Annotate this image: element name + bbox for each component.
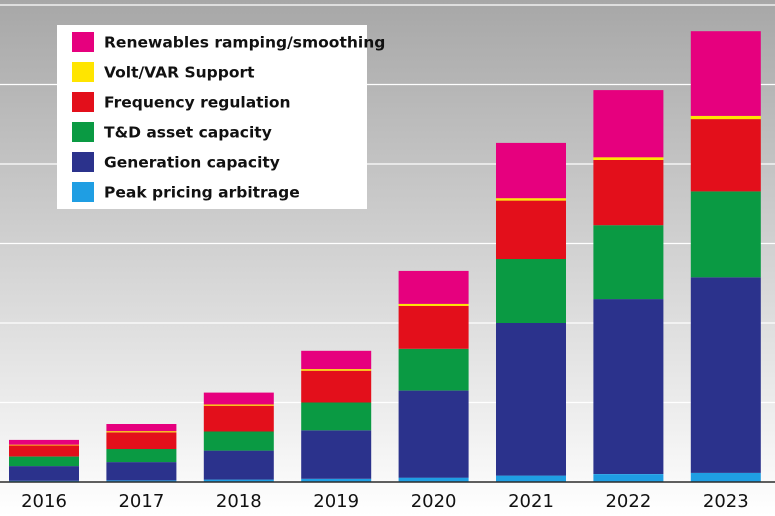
bar-segment — [203, 450, 274, 480]
x-tick-label: 2018 — [216, 491, 262, 512]
bar-segment — [301, 370, 372, 403]
x-tick-label: 2016 — [21, 491, 67, 512]
bar-segment — [398, 303, 469, 306]
bar-segment — [9, 445, 79, 457]
bar-segment — [301, 430, 372, 479]
bar-segment — [398, 390, 469, 478]
bar-segment — [9, 456, 79, 467]
x-tick-label: 2022 — [605, 491, 651, 512]
legend-swatch — [72, 92, 94, 112]
bar-segment — [593, 90, 664, 158]
bar-segment — [593, 474, 664, 483]
x-tick-label: 2020 — [411, 491, 457, 512]
bar-segment — [690, 115, 761, 120]
bar-segment — [398, 348, 469, 391]
bar-segment — [106, 480, 177, 482]
bar-segment — [301, 402, 372, 431]
bar-segment — [690, 119, 761, 192]
bar-segment — [203, 431, 274, 451]
legend-swatch — [72, 62, 94, 82]
bar-segment — [496, 475, 566, 482]
bar-segment — [593, 299, 664, 474]
legend-label: Volt/VAR Support — [104, 64, 255, 82]
bar-segment — [203, 392, 274, 405]
bar-segment — [690, 191, 761, 278]
bar-segment — [690, 277, 761, 473]
legend-swatch — [72, 182, 94, 202]
bar-segment — [106, 432, 177, 449]
bar-segment — [398, 477, 469, 482]
bar-segment — [301, 350, 372, 370]
bar-segment — [106, 462, 177, 481]
bar-segment — [398, 270, 469, 304]
bar-segment — [690, 31, 761, 116]
legend-label: Peak pricing arbitrage — [104, 184, 300, 202]
bar-segment — [9, 439, 79, 445]
legend-swatch — [72, 122, 94, 142]
bar-segment — [496, 198, 566, 201]
bar-segment — [690, 472, 761, 482]
bar-segment — [203, 405, 274, 432]
x-tick-label: 2021 — [508, 491, 554, 512]
bar-segment — [496, 259, 566, 323]
bar-segment — [106, 449, 177, 463]
bar-segment — [593, 160, 664, 226]
bar-segment — [106, 424, 177, 432]
x-axis-tick-labels: 2016 2017 2018 2019 2020 2021 2022 2023 — [21, 491, 749, 512]
legend-box — [57, 25, 367, 209]
bar-segment — [496, 323, 566, 476]
legend-label: Renewables ramping/smoothing — [104, 34, 385, 52]
legend-label: T&D asset capacity — [104, 124, 272, 142]
bar-segment — [203, 479, 274, 482]
bar-segment — [593, 225, 664, 300]
bars — [9, 31, 761, 483]
legend-label: Frequency regulation — [104, 94, 291, 112]
bar-segment — [496, 200, 566, 259]
legend-swatch — [72, 152, 94, 172]
x-tick-label: 2023 — [703, 491, 749, 512]
x-tick-label: 2017 — [118, 491, 164, 512]
legend-swatch — [72, 32, 94, 52]
bar-segment — [301, 478, 372, 482]
bar-segment — [203, 404, 274, 406]
bar-segment — [593, 157, 664, 160]
x-tick-label: 2019 — [313, 491, 359, 512]
bar-segment — [9, 466, 79, 481]
legend-label: Generation capacity — [104, 154, 280, 172]
bar-segment — [301, 369, 372, 371]
bar-segment — [106, 431, 177, 433]
bar-segment — [9, 444, 79, 446]
legend: Renewables ramping/smoothing Volt/VAR Sup… — [57, 25, 385, 209]
bar-segment — [398, 305, 469, 349]
bar-segment — [496, 142, 566, 199]
